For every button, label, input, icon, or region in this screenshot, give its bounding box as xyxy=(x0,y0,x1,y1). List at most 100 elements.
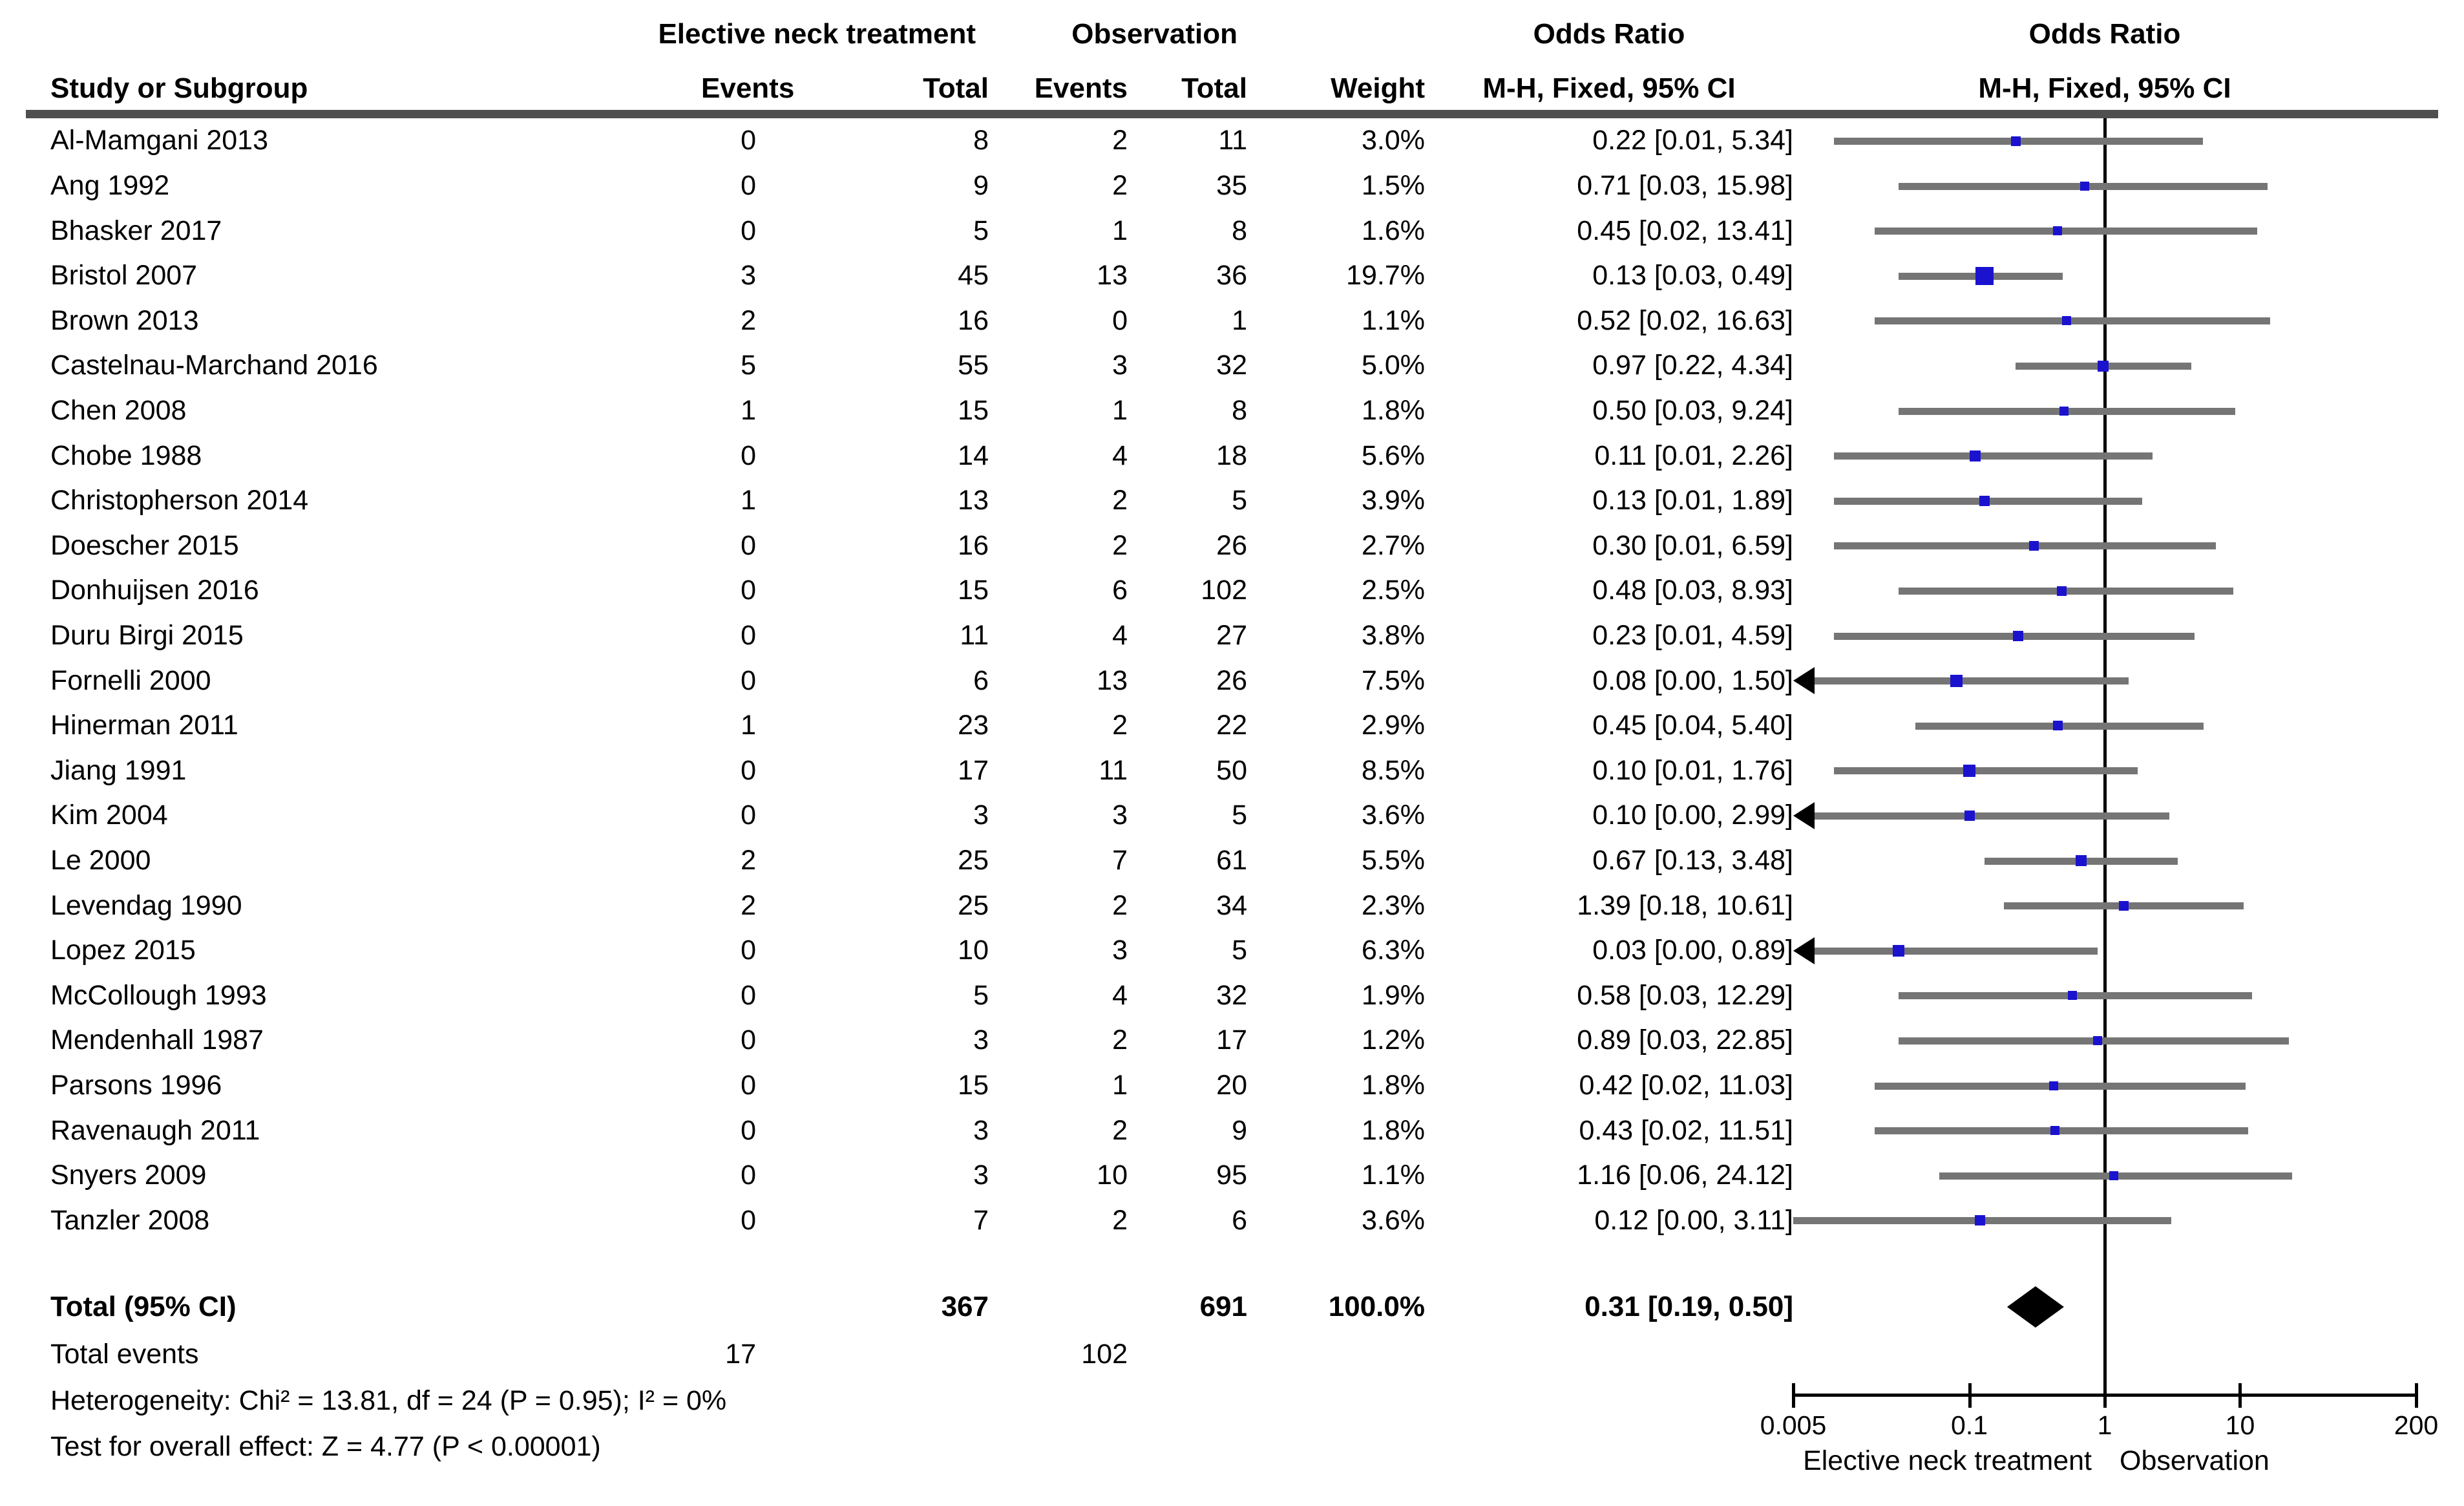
events-observation: 13 xyxy=(1097,664,1128,696)
study-name: Kim 2004 xyxy=(50,800,168,831)
ci-text: 0.52 [0.02, 16.63] xyxy=(1577,304,1793,336)
weight-value: 2.7% xyxy=(1361,529,1425,561)
ci-text: 0.45 [0.02, 13.41] xyxy=(1577,215,1793,246)
table-row: Al-Mamgani 2013 0 8 2 11 3.0% 0.22 [0.01, 5.34… xyxy=(0,118,2464,164)
events-treatment: 0 xyxy=(741,754,756,786)
events-observation: 7 xyxy=(1112,845,1128,876)
events-observation: 1 xyxy=(1112,1070,1128,1101)
study-name: Christopherson 2014 xyxy=(50,485,309,516)
events-treatment: 0 xyxy=(741,979,756,1011)
weight-value: 2.3% xyxy=(1361,889,1425,921)
ci-text: 0.89 [0.03, 22.85] xyxy=(1577,1024,1793,1056)
pooled-diamond-icon xyxy=(2006,1286,2064,1328)
table-row: Mendenhall 1987 0 3 2 17 1.2% 0.89 [0.03, 22.8… xyxy=(0,1018,2464,1063)
weight-value: 5.5% xyxy=(1361,845,1425,876)
or-point-square xyxy=(2093,1036,2103,1045)
weight-value: 1.2% xyxy=(1361,1024,1425,1056)
total-treatment: 5 xyxy=(973,979,989,1011)
total-observation: 22 xyxy=(1216,710,1247,741)
events-treatment: 2 xyxy=(741,845,756,876)
events-observation: 4 xyxy=(1112,620,1128,652)
total-weight: 100.0% xyxy=(1328,1291,1425,1322)
events-treatment: 1 xyxy=(741,485,756,516)
ci-text: 0.03 [0.00, 0.89] xyxy=(1592,935,1793,966)
table-row: Jiang 1991 0 17 11 50 8.5% 0.10 [0.01, 1.76] xyxy=(0,748,2464,794)
weight-value: 7.5% xyxy=(1361,664,1425,696)
study-name: Duru Birgi 2015 xyxy=(50,620,244,652)
study-name: Al-Mamgani 2013 xyxy=(50,125,269,156)
total-observation: 17 xyxy=(1216,1024,1247,1056)
total-observation: 102 xyxy=(1201,575,1247,606)
or-point-square xyxy=(2061,316,2071,326)
study-name: Hinerman 2011 xyxy=(50,710,238,741)
study-name: Parsons 1996 xyxy=(50,1070,222,1101)
weight-value: 1.8% xyxy=(1361,1070,1425,1101)
study-name: Chen 2008 xyxy=(50,395,187,427)
null-effect-line xyxy=(2103,118,2107,1407)
weight-value: 3.6% xyxy=(1361,800,1425,831)
table-row: McCollough 1993 0 5 4 32 1.9% 0.58 [0.03, 12.2… xyxy=(0,973,2464,1019)
table-row: Duru Birgi 2015 0 11 4 27 3.8% 0.23 [0.01, 4.5… xyxy=(0,613,2464,659)
study-name: Donhuijsen 2016 xyxy=(50,575,259,606)
ci-line xyxy=(1809,812,2169,820)
ci-line xyxy=(1875,1082,2246,1090)
weight-value: 1.8% xyxy=(1361,1114,1425,1146)
or-point-square xyxy=(1893,944,1904,957)
ci-text: 0.22 [0.01, 5.34] xyxy=(1592,125,1793,156)
total-treatment: 17 xyxy=(958,754,989,786)
total-treatment: 8 xyxy=(973,125,989,156)
ci-arrow-left-icon xyxy=(1793,937,1815,964)
events-observation: 2 xyxy=(1112,170,1128,202)
total-treatment: 15 xyxy=(958,395,989,427)
or-point-square xyxy=(2059,406,2069,416)
total-observation: 5 xyxy=(1232,935,1247,966)
events-treatment: 0 xyxy=(741,125,756,156)
x-axis-tick xyxy=(2415,1383,2418,1408)
events-treatment: 0 xyxy=(741,529,756,561)
axis-label-favours-treatment: Elective neck treatment xyxy=(1803,1445,2092,1476)
study-name: Brown 2013 xyxy=(50,304,199,336)
study-name: Le 2000 xyxy=(50,845,151,876)
ci-text: 0.71 [0.03, 15.98] xyxy=(1577,170,1793,202)
total-treatment: 9 xyxy=(973,170,989,202)
events-treatment: 0 xyxy=(741,215,756,246)
total-observation: 18 xyxy=(1216,440,1247,471)
ci-text: 0.30 [0.01, 6.59] xyxy=(1592,529,1793,561)
ci-line xyxy=(1875,1127,2249,1135)
total-observation: 95 xyxy=(1216,1160,1247,1191)
events-treatment: 0 xyxy=(741,800,756,831)
study-name: Lopez 2015 xyxy=(50,935,196,966)
table-row: Chen 2008 1 15 1 8 1.8% 0.50 [0.03, 9.24] xyxy=(0,388,2464,434)
events-observation: 1 xyxy=(1112,215,1128,246)
table-row: Bhasker 2017 0 5 1 8 1.6% 0.45 [0.02, 13.41] xyxy=(0,208,2464,253)
ci-text: 0.45 [0.04, 5.40] xyxy=(1592,710,1793,741)
ci-arrow-left-icon xyxy=(1793,802,1815,829)
header-group-row: Elective neck treatment Observation Odds… xyxy=(0,12,2464,57)
events-observation: 10 xyxy=(1097,1160,1128,1191)
events-treatment: 0 xyxy=(741,1114,756,1146)
events-treatment: 0 xyxy=(741,620,756,652)
total-observation: 32 xyxy=(1216,979,1247,1011)
events-observation: 3 xyxy=(1112,800,1128,831)
total-treatment: 3 xyxy=(973,1114,989,1146)
study-column-header: Study or Subgroup xyxy=(50,72,308,104)
study-name: Jiang 1991 xyxy=(50,754,187,786)
ci-plot-column-header: M-H, Fixed, 95% CI xyxy=(1978,72,2231,104)
total-events-row: Total events 17 102 xyxy=(0,1331,2464,1377)
odds-ratio-text-title: Odds Ratio xyxy=(1533,18,1685,50)
table-row: Hinerman 2011 1 23 2 22 2.9% 0.45 [0.04, 5.40] xyxy=(0,703,2464,748)
table-row: Christopherson 2014 1 13 2 5 3.9% 0.13 [0.01, … xyxy=(0,478,2464,524)
or-point-square xyxy=(2052,721,2063,731)
total-observation: 50 xyxy=(1216,754,1247,786)
total-treatment: 15 xyxy=(958,575,989,606)
study-name: Ang 1992 xyxy=(50,170,170,202)
events2-column-header: Events xyxy=(1034,72,1128,104)
overall-effect-row: Test for overall effect: Z = 4.77 (P < 0… xyxy=(0,1424,2464,1469)
total-treatment: 23 xyxy=(958,710,989,741)
total-treatment: 10 xyxy=(958,935,989,966)
or-point-square xyxy=(2119,900,2129,911)
or-point-square xyxy=(2109,1171,2118,1180)
total-observation: 11 xyxy=(1218,125,1247,156)
study-name: Bristol 2007 xyxy=(50,260,198,292)
table-row: Fornelli 2000 0 6 13 26 7.5% 0.08 [0.00, 1.50] xyxy=(0,658,2464,703)
